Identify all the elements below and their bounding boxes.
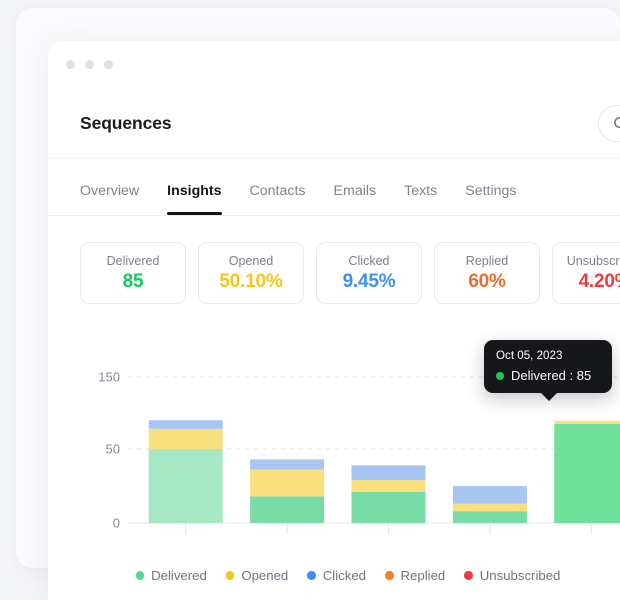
legend-item-opened[interactable]: Opened — [225, 568, 289, 583]
bar-segment[interactable] — [250, 459, 325, 470]
bar-segment[interactable] — [554, 420, 620, 424]
stat-card-label: Opened — [228, 253, 274, 268]
tab-settings[interactable]: Settings — [465, 183, 517, 199]
legend-item-unsubscribed[interactable]: Unsubscribed — [464, 568, 560, 583]
tab-contacts[interactable]: Contacts — [249, 183, 306, 199]
legend-dot — [464, 571, 473, 580]
bar-segment[interactable] — [452, 503, 527, 512]
bar-segment[interactable] — [554, 423, 620, 523]
stat-card-value: 4.20% — [578, 270, 620, 292]
stat-card-value: 50.10% — [219, 270, 283, 292]
legend-label: Delivered — [151, 568, 207, 583]
legend-label: Opened — [241, 568, 289, 583]
tooltip-date: Oct 05, 2023 — [496, 349, 563, 362]
tooltip-series-dot — [496, 371, 504, 380]
legend-dot — [307, 571, 316, 580]
bar-segment[interactable] — [148, 420, 223, 429]
bar-segment[interactable] — [351, 491, 426, 523]
stat-card-label: Unsubscribed — [566, 253, 620, 268]
bar-segment[interactable] — [148, 428, 223, 449]
stat-card-label: Clicked — [348, 253, 390, 268]
stat-card-opened[interactable]: Opened 50.10% — [198, 242, 304, 304]
stat-card-label: Delivered — [106, 253, 160, 268]
bar-segment[interactable] — [351, 480, 426, 492]
stat-card-label: Replied — [465, 253, 509, 268]
tab-emails[interactable]: Emails — [333, 183, 377, 199]
window-dot-minimize[interactable] — [85, 60, 94, 69]
stat-card-row: Delivered 85 Opened 50.10% Clicked 9.45% Repli… — [48, 216, 620, 304]
bar-segment[interactable] — [351, 465, 426, 481]
window-dot-maximize[interactable] — [104, 60, 113, 69]
legend-label: Clicked — [322, 568, 367, 583]
y-axis-tick-label: 150 — [98, 370, 120, 385]
stat-card-delivered[interactable]: Delivered 85 — [80, 242, 186, 304]
search-icon — [613, 116, 620, 131]
page-header: Sequences Search — [48, 88, 620, 159]
tooltip-series-row: Delivered : 85 — [496, 368, 600, 383]
tab-overview[interactable]: Overview — [80, 183, 140, 199]
window-dot-close[interactable] — [66, 60, 75, 69]
tab-bar: Overview Insights Contacts Emails Texts Setti… — [48, 159, 620, 216]
bar-segment[interactable] — [148, 449, 223, 523]
legend-dot — [225, 571, 235, 580]
bar-segment[interactable] — [250, 496, 325, 523]
app-window: Sequences Search Overview Insights Contact… — [48, 41, 620, 600]
chart-tooltip: Oct 05, 2023 Delivered : 85 — [484, 340, 612, 401]
bar-segment[interactable] — [452, 511, 527, 523]
y-axis-tick-label: 0 — [113, 516, 120, 531]
stacked-bar-chart: 050150Oct 1Oct 2Oct 3Oct 4Oct 5 — [98, 370, 620, 534]
legend-item-delivered[interactable]: Delivered — [135, 568, 207, 583]
stat-card-unsubscribed[interactable]: Unsubscribed 4.20% — [552, 242, 620, 304]
search-input[interactable]: Search — [598, 104, 620, 142]
legend-label: Unsubscribed — [479, 568, 561, 583]
stat-card-clicked[interactable]: Clicked 9.45% — [316, 242, 422, 304]
tab-insights[interactable]: Insights — [167, 183, 222, 215]
legend-dot — [385, 571, 394, 580]
stat-card-value: 9.45% — [342, 270, 396, 292]
stat-card-value: 60% — [468, 270, 506, 292]
legend-label: Replied — [400, 568, 446, 583]
bar-segment[interactable] — [452, 486, 527, 504]
legend-item-clicked[interactable]: Clicked — [307, 568, 366, 583]
tab-texts[interactable]: Texts — [404, 183, 438, 199]
page-title: Sequences — [80, 112, 172, 133]
y-axis-tick-label: 50 — [106, 442, 120, 457]
stat-card-value: 85 — [122, 270, 144, 292]
bar-segment[interactable] — [250, 469, 325, 497]
chart-legend: Delivered Opened Clicked Replied Unsubscribe… — [48, 568, 620, 583]
legend-dot — [135, 571, 145, 580]
legend-item-replied[interactable]: Replied — [385, 568, 445, 583]
window-titlebar — [48, 41, 620, 88]
stat-card-replied[interactable]: Replied 60% — [434, 242, 540, 304]
tooltip-series-label: Delivered : 85 — [511, 368, 592, 383]
tooltip-arrow — [540, 392, 558, 401]
chart-container: 050150Oct 1Oct 2Oct 3Oct 4Oct 5 — [48, 330, 620, 560]
